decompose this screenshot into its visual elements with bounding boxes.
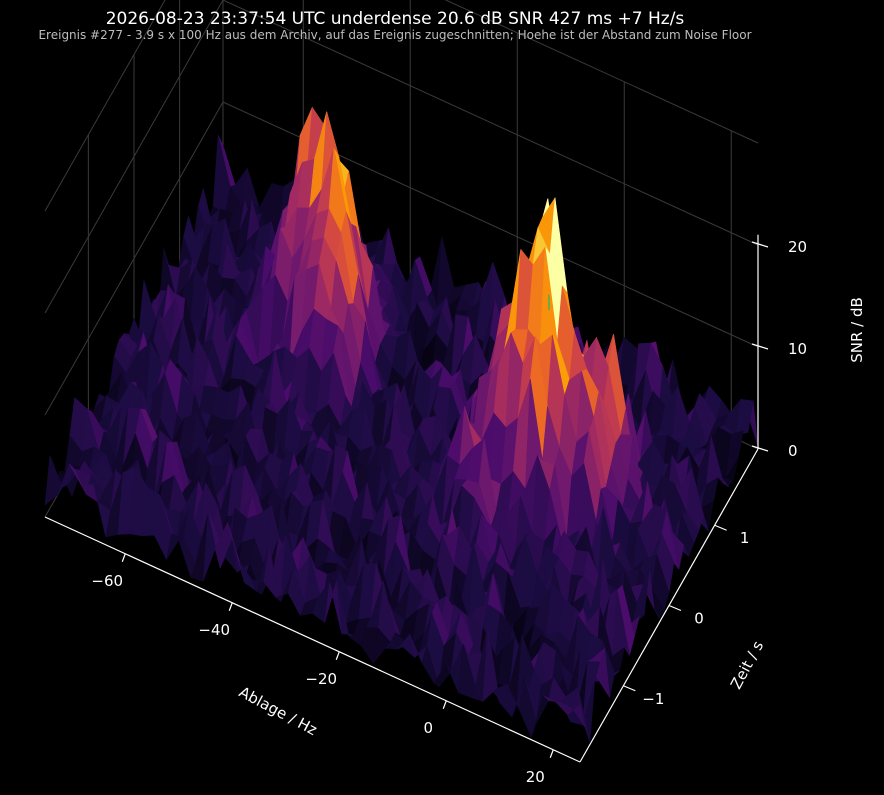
z-tick-label: 20 (788, 238, 807, 256)
y-tick (714, 524, 727, 531)
x-axis-line (44, 516, 581, 763)
x-tick (121, 553, 126, 562)
x-tick-label: 20 (526, 768, 545, 786)
chart-subtitle: Ereignis #277 - 3.9 s x 100 Hz aus dem A… (38, 28, 751, 42)
y-tick-label: 0 (694, 610, 704, 628)
chart-title: 2026-08-23 23:37:54 UTC underdense 20.6 … (106, 9, 685, 29)
z-tick (751, 241, 769, 248)
z-tick-label: 0 (788, 442, 798, 460)
surface-plot (44, 106, 759, 743)
x-tick (549, 749, 554, 758)
z-tick (751, 445, 769, 452)
grid-line (44, 0, 759, 314)
x-tick-label: 0 (423, 719, 433, 737)
x-tick (442, 700, 447, 709)
x-tick-label: −40 (198, 621, 230, 639)
grid-lines (44, 0, 759, 518)
grid-line (44, 0, 759, 212)
grid-line (44, 101, 759, 416)
y-tick (668, 604, 682, 612)
surface-facet (567, 704, 586, 728)
x-tick-label: −20 (305, 670, 337, 688)
x-tick (228, 602, 233, 611)
z-axis-label: SNR / dB (848, 297, 866, 363)
y-tick-label: −1 (642, 690, 664, 708)
x-tick-label: −60 (91, 572, 123, 590)
y-tick-label: 1 (740, 529, 750, 547)
z-tick (751, 343, 769, 350)
z-tick-label: 10 (788, 340, 807, 358)
y-tick (623, 685, 636, 692)
x-tick (335, 651, 340, 660)
